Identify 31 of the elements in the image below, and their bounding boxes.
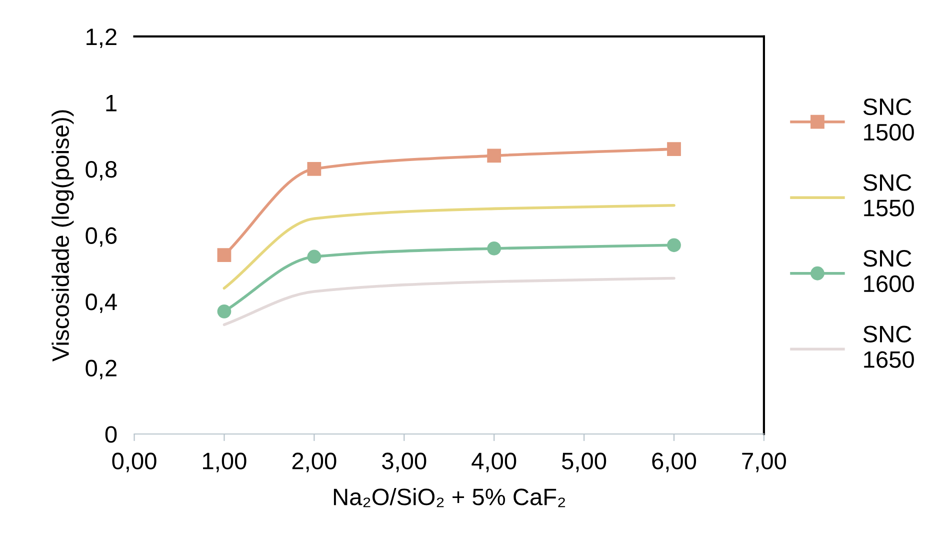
x-tick-label: 2,00: [292, 452, 336, 472]
x-tick-label: 1,00: [203, 452, 246, 472]
y-tick-label: 0,2: [86, 360, 116, 380]
y-tick-label: 0: [105, 426, 117, 443]
y-tick-label: 0,6: [86, 227, 117, 247]
point: [487, 242, 502, 256]
point: [217, 304, 232, 318]
line-series: [222, 276, 676, 326]
y-tick-label: 0,4: [86, 294, 117, 314]
point: [487, 148, 502, 163]
point: [667, 142, 681, 156]
y-axis-title: Viscosidade (log(poise)): [52, 110, 74, 362]
x-tick-label: 6,00: [652, 452, 696, 472]
x-tick-label: 0,00: [112, 452, 156, 472]
x-axis-title: Na₂O/SiO₂ + 5% CaF₂: [334, 488, 566, 508]
point: [307, 162, 322, 176]
x-tick-label: 3,00: [382, 452, 426, 472]
y-tick-label: 0,8: [86, 161, 117, 181]
x-tick-label: 4,00: [472, 452, 516, 472]
point: [307, 250, 322, 264]
line-series: [222, 204, 676, 290]
legend-label: SNC 1650: [863, 326, 914, 368]
y-tick-label: 1: [106, 94, 116, 112]
x-tick-label: 7,00: [742, 452, 786, 472]
y-tick-label: 1,2: [86, 28, 116, 48]
legend-label: SNC 1600: [863, 250, 914, 292]
legend-label: SNC 1500: [863, 98, 914, 141]
point: [667, 238, 681, 252]
x-tick-label: 5,00: [562, 452, 606, 472]
legend-label: SNC 1550: [863, 174, 914, 216]
point: [217, 248, 232, 262]
